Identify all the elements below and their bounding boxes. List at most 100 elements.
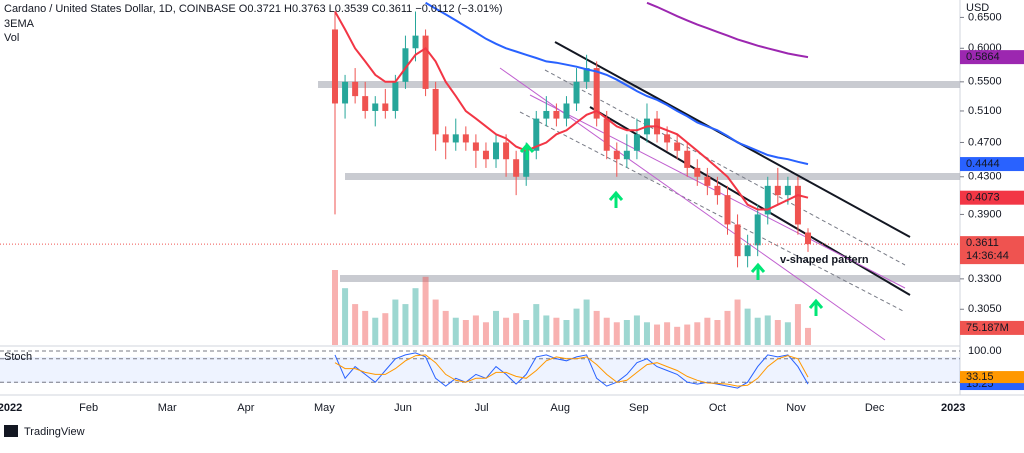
candle-body bbox=[382, 103, 389, 111]
price-badge bbox=[960, 236, 1024, 265]
y-tick-label: 0.6500 bbox=[968, 11, 1002, 23]
price-badge bbox=[960, 157, 1024, 172]
volume-bar bbox=[452, 317, 459, 345]
price-badge bbox=[960, 50, 1024, 65]
volume-bar bbox=[332, 270, 338, 345]
candle-body bbox=[603, 118, 610, 151]
candle-body bbox=[664, 134, 671, 143]
price-badge-label: 33.15 bbox=[966, 371, 994, 383]
candle-body bbox=[744, 245, 751, 257]
volume-bar bbox=[754, 317, 761, 345]
y-tick-label: 0.3900 bbox=[968, 208, 1002, 220]
x-tick-label: Dec bbox=[865, 402, 885, 414]
candle-body bbox=[493, 142, 500, 160]
candle-body bbox=[402, 48, 409, 82]
x-tick-label: Feb bbox=[79, 402, 98, 414]
volume-bar bbox=[674, 326, 681, 345]
arrow bbox=[808, 298, 824, 316]
candle-body bbox=[533, 118, 540, 151]
candle-body bbox=[583, 68, 590, 82]
volume-bar bbox=[724, 310, 731, 345]
candle-body bbox=[573, 81, 580, 104]
support-band bbox=[345, 173, 960, 180]
price-badge bbox=[960, 371, 1024, 384]
price-badge-label: 0.5864 bbox=[966, 51, 1000, 63]
y-tick-label: 0.5100 bbox=[968, 105, 1002, 117]
stoch-line bbox=[334, 354, 809, 387]
candle-body bbox=[694, 167, 701, 177]
stoch-tick-label: 100.00 bbox=[968, 345, 1002, 357]
volume-bar bbox=[352, 304, 359, 345]
candle-body bbox=[613, 150, 620, 160]
price-badge bbox=[960, 320, 1024, 335]
resistance-band bbox=[318, 81, 960, 88]
volume-bar bbox=[422, 276, 429, 345]
arrow bbox=[519, 142, 535, 160]
candle-body bbox=[482, 150, 489, 160]
volume-bar bbox=[694, 322, 701, 345]
ema-line bbox=[646, 1, 809, 59]
candle-body bbox=[342, 81, 349, 104]
candle-body bbox=[674, 142, 681, 151]
candle-body bbox=[714, 185, 721, 196]
x-tick-label: Aug bbox=[550, 402, 570, 414]
marks: 0.65000.60000.55000.51000.47000.43000.39… bbox=[0, 1, 1024, 414]
ema-line bbox=[425, 1, 809, 166]
candle-body bbox=[553, 110, 560, 119]
y-tick-label: 0.3300 bbox=[968, 273, 1002, 285]
candle-body bbox=[362, 96, 369, 111]
x-tick-label: 2023 bbox=[941, 402, 965, 414]
price-badge bbox=[960, 190, 1024, 205]
ema-line bbox=[334, 11, 809, 211]
x-tick-label: Jul bbox=[475, 402, 489, 414]
volume-bar bbox=[573, 308, 580, 345]
volume-bar bbox=[513, 313, 520, 345]
volume-bar bbox=[392, 299, 399, 345]
candle-body bbox=[764, 185, 771, 215]
brand: TradingView bbox=[24, 426, 85, 438]
x-tick-label: Sep bbox=[629, 402, 649, 414]
channel-line bbox=[544, 69, 906, 266]
currency: USD bbox=[966, 2, 989, 14]
candle-body bbox=[704, 176, 711, 186]
candle-body bbox=[472, 142, 479, 151]
y-tick-label: 0.4700 bbox=[968, 136, 1002, 148]
volume-bar bbox=[533, 304, 540, 345]
candle-body bbox=[332, 29, 338, 104]
candle-body bbox=[392, 81, 399, 111]
candle-body bbox=[774, 185, 781, 196]
candle-body bbox=[462, 134, 469, 143]
candle-body bbox=[563, 103, 570, 119]
x-tick-label: 2022 bbox=[0, 402, 22, 414]
volume-bar bbox=[794, 304, 801, 345]
volume-bar bbox=[472, 315, 479, 345]
price-badge-label: 0.3611 bbox=[966, 237, 999, 249]
volume-bar bbox=[593, 310, 600, 345]
volume-bar bbox=[654, 324, 661, 345]
price-badge-label: 0.4073 bbox=[966, 192, 1000, 204]
volume-bar bbox=[664, 322, 671, 345]
volume-bar bbox=[764, 315, 771, 345]
candle-body bbox=[805, 232, 811, 245]
volume-bar bbox=[784, 322, 791, 345]
candle-body bbox=[633, 134, 640, 151]
candle-body bbox=[593, 68, 600, 119]
volume-bar bbox=[633, 315, 640, 345]
volume-bar bbox=[342, 288, 349, 345]
volume-bar bbox=[553, 317, 560, 345]
price-badge-label: 75.187M bbox=[966, 322, 1009, 334]
volume-bar bbox=[643, 322, 650, 345]
volume-bar bbox=[482, 322, 489, 345]
x-tick-label: Nov bbox=[786, 402, 806, 414]
candle-body bbox=[432, 88, 439, 135]
x-tick-label: Jun bbox=[394, 402, 412, 414]
volume-bar bbox=[442, 310, 449, 345]
volume-bar bbox=[432, 299, 439, 345]
arrow bbox=[608, 190, 624, 208]
volume-bar bbox=[523, 320, 530, 345]
candle-body bbox=[352, 81, 359, 97]
volume-bar bbox=[603, 317, 610, 345]
x-tick-label: May bbox=[314, 402, 335, 414]
candle-body bbox=[754, 214, 761, 246]
